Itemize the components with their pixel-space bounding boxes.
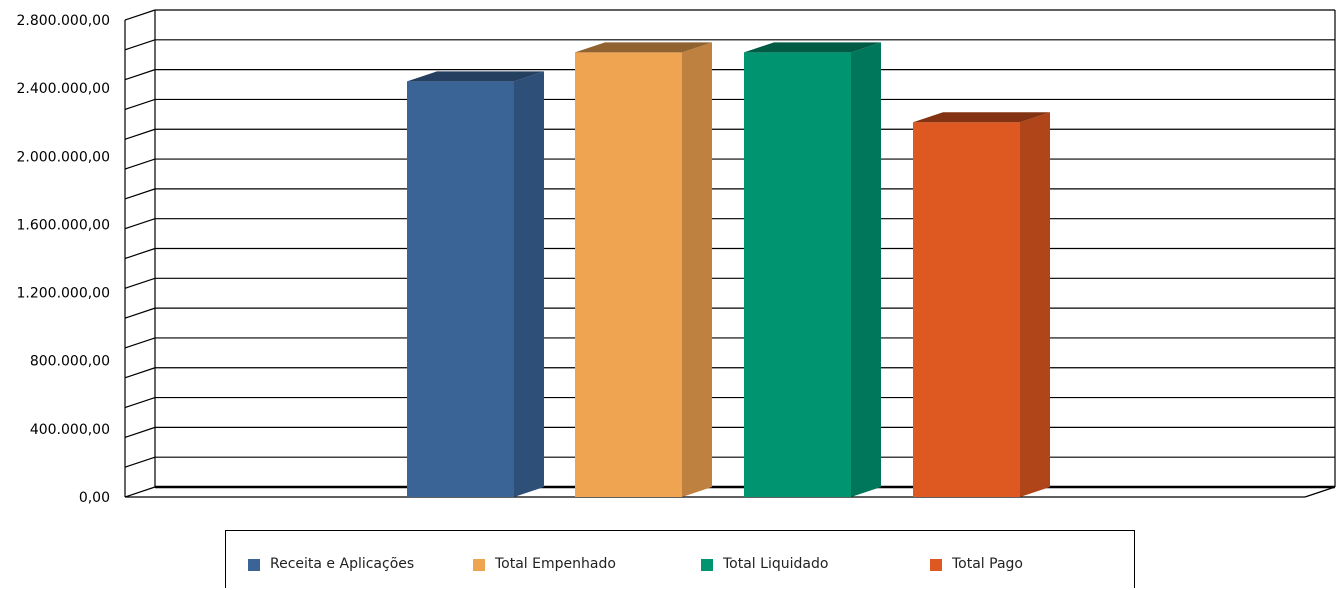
y-tick-label: 2.400.000,00: [16, 81, 110, 97]
gridline-side: [124, 128, 156, 140]
y-tick-label: 1.600.000,00: [16, 217, 110, 233]
gridline-side: [124, 39, 156, 51]
gridline-side: [124, 69, 156, 81]
grid: [124, 9, 1336, 498]
bar-side: [851, 42, 881, 497]
bar-front: [744, 52, 851, 497]
gridline-side: [124, 98, 156, 111]
bar-side: [682, 42, 712, 497]
gridline-side: [124, 456, 156, 468]
legend: Receita e Aplicações Total Empenhado Tot…: [225, 530, 1135, 588]
gridline-side: [124, 9, 156, 21]
bars: [407, 42, 1050, 497]
gridline-side: [124, 158, 156, 170]
legend-label-empenhado: Total Empenhado: [495, 556, 616, 572]
legend-label-pago: Total Pago: [952, 556, 1023, 572]
legend-label-receita: Receita e Aplicações: [270, 556, 415, 572]
y-tick-label: 2.000.000,00: [16, 149, 110, 165]
bar-front: [407, 81, 514, 497]
legend-swatch-liquidado: [701, 559, 713, 571]
gridline-side: [124, 218, 156, 230]
bar-top: [913, 112, 1050, 123]
bar-front: [913, 122, 1020, 497]
gridline-side: [124, 188, 156, 200]
bar-chart: 0,00 400.000,00 800.000,00 1.200.000,00 1.60…: [16, 9, 1336, 506]
gridline-side: [124, 426, 156, 438]
gridline-side: [124, 307, 156, 319]
bar: [575, 42, 712, 497]
y-tick-label: 800.000,00: [30, 354, 110, 370]
gridline-side: [124, 367, 156, 379]
bar-side: [514, 71, 544, 497]
legend-swatch-pago: [930, 559, 942, 571]
y-tick-label: 400.000,00: [30, 422, 110, 438]
y-tick-label: 0,00: [79, 490, 110, 506]
bar-top: [407, 71, 544, 82]
y-tick-label: 1.200.000,00: [16, 286, 110, 302]
bar: [913, 112, 1050, 497]
legend-label-liquidado: Total Liquidado: [723, 556, 829, 572]
bar: [407, 71, 544, 497]
legend-swatch-empenhado: [473, 559, 485, 571]
y-tick-label: 2.800.000,00: [16, 13, 110, 29]
bar-side: [1020, 112, 1050, 497]
gridline-side: [124, 486, 156, 498]
bar-top: [744, 42, 881, 53]
gridline-side: [124, 396, 156, 409]
bar-top: [575, 42, 712, 53]
bar: [744, 42, 881, 497]
floor-right-edge: [1304, 486, 1336, 498]
gridline-side: [124, 247, 156, 260]
bar-front: [575, 52, 682, 497]
gridline-side: [124, 277, 156, 289]
legend-swatch-receita: [248, 559, 260, 571]
gridline-side: [124, 337, 156, 349]
y-axis-tick-labels: 0,00 400.000,00 800.000,00 1.200.000,00 1.60…: [16, 13, 110, 506]
